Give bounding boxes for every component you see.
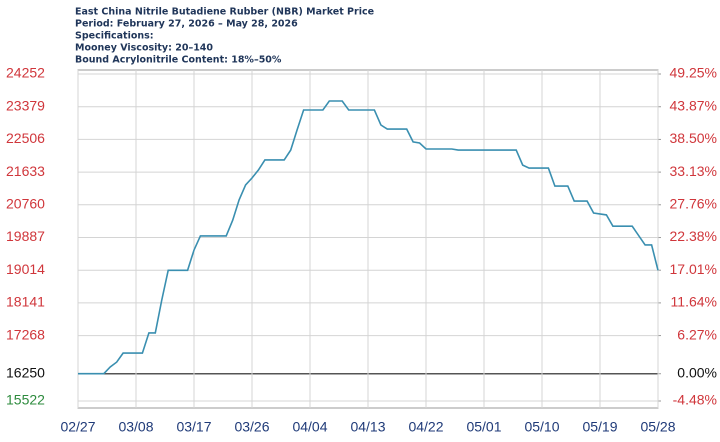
x-tick-label: 03/26 — [234, 419, 269, 435]
y2-tick-label: 6.27% — [677, 326, 717, 342]
chart-title: East China Nitrile Butadiene Rubber (NBR… — [75, 7, 374, 18]
y-tick-label: 19887 — [6, 228, 45, 244]
x-tick-label: 03/08 — [118, 419, 153, 435]
y-tick-label: 18141 — [6, 294, 45, 310]
y-tick-label: 15522 — [6, 392, 45, 408]
x-tick-label: 05/01 — [466, 419, 501, 435]
note: Specifications: — [75, 31, 154, 42]
y2-tick-label: 27.76% — [670, 195, 717, 211]
x-tick-label: 02/27 — [60, 419, 95, 435]
x-tick-label: 05/19 — [582, 419, 617, 435]
y-tick-label: 16250 — [6, 364, 45, 380]
y-tick-label: 23379 — [6, 97, 45, 113]
y-tick-label: 22506 — [6, 130, 45, 146]
y2-tick-label: 22.38% — [670, 228, 717, 244]
x-tick-label: 04/04 — [292, 419, 327, 435]
y-tick-label: 19014 — [6, 261, 45, 277]
x-tick-label: 03/17 — [176, 419, 211, 435]
y-tick-label: 20760 — [6, 196, 45, 212]
y-tick-label: 24252 — [6, 65, 45, 81]
y2-tick-label: -4.48% — [673, 392, 717, 408]
y2-tick-label: 0.00% — [677, 364, 717, 380]
x-tick-label: 04/13 — [350, 419, 385, 435]
x-tick-label: 05/10 — [524, 419, 559, 435]
x-tick-label: 04/22 — [408, 419, 443, 435]
y-tick-label: 17268 — [6, 326, 45, 342]
y2-tick-label: 11.64% — [671, 294, 717, 310]
y2-tick-label: 43.87% — [670, 97, 717, 113]
y-tick-label: 21633 — [6, 163, 45, 179]
y2-tick-label: 38.50% — [670, 130, 717, 146]
y2-tick-label: 33.13% — [670, 163, 717, 179]
x-tick-label: 05/28 — [640, 419, 675, 435]
note: Bound Acrylonitrile Content: 18%–50% — [75, 55, 282, 66]
note: Period: February 27, 2026 – May 28, 2026 — [75, 19, 298, 30]
note: Mooney Viscosity: 20–140 — [75, 43, 213, 54]
y2-tick-label: 49.25% — [670, 65, 717, 81]
price-line — [78, 100, 659, 375]
y2-tick-label: 17.01% — [670, 261, 717, 277]
